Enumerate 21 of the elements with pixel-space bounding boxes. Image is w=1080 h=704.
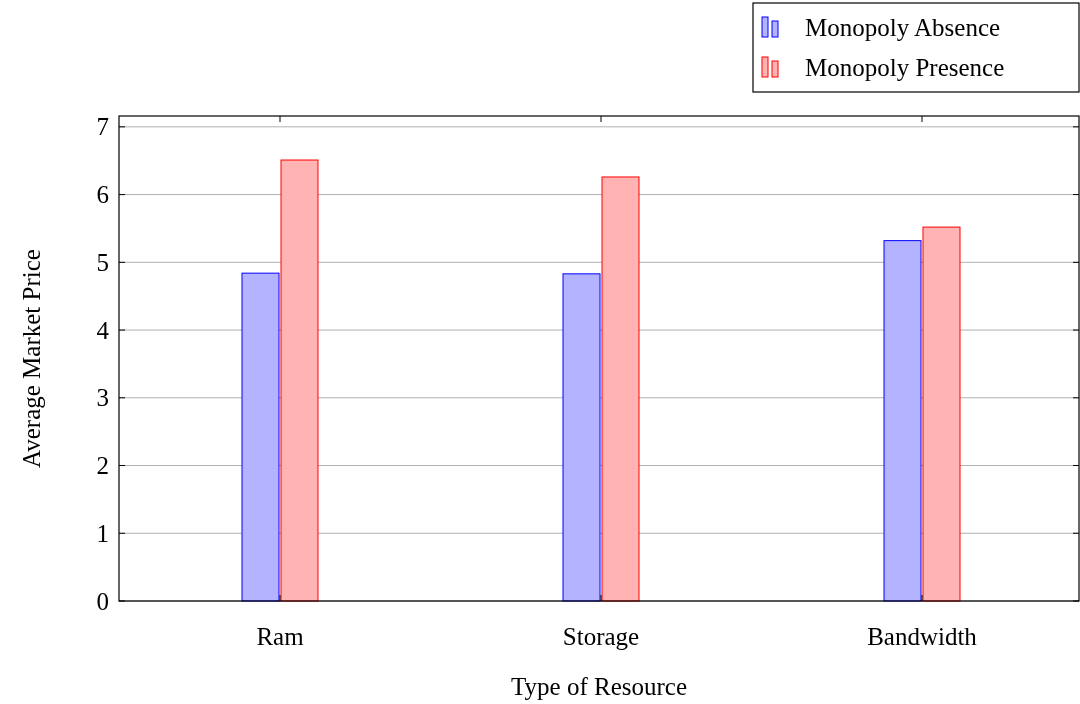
bar	[241, 272, 280, 602]
y-tick-label: 1	[96, 519, 109, 547]
y-tick-label: 6	[96, 181, 109, 209]
x-tick-label: Storage	[562, 623, 640, 650]
bar	[280, 159, 319, 602]
bar	[922, 226, 961, 602]
bar	[562, 273, 601, 602]
y-tick-label: 5	[96, 248, 109, 276]
legend-label: Monopoly Presence	[805, 53, 1005, 81]
y-tick-label: 4	[96, 316, 110, 344]
y-tick-label: 0	[96, 587, 109, 615]
y-tick-label: 7	[96, 113, 109, 141]
x-tick-label: Ram	[256, 623, 305, 650]
y-axis-title: Average Market Price	[18, 249, 45, 468]
bar	[883, 240, 922, 602]
legend-label: Monopoly Absence	[805, 13, 1001, 41]
x-axis-title: Type of Resource	[511, 673, 687, 700]
x-tick-label: Bandwidth	[867, 623, 978, 650]
y-tick-label: 3	[96, 384, 109, 412]
bar	[601, 176, 640, 602]
y-tick-label: 2	[96, 452, 109, 480]
